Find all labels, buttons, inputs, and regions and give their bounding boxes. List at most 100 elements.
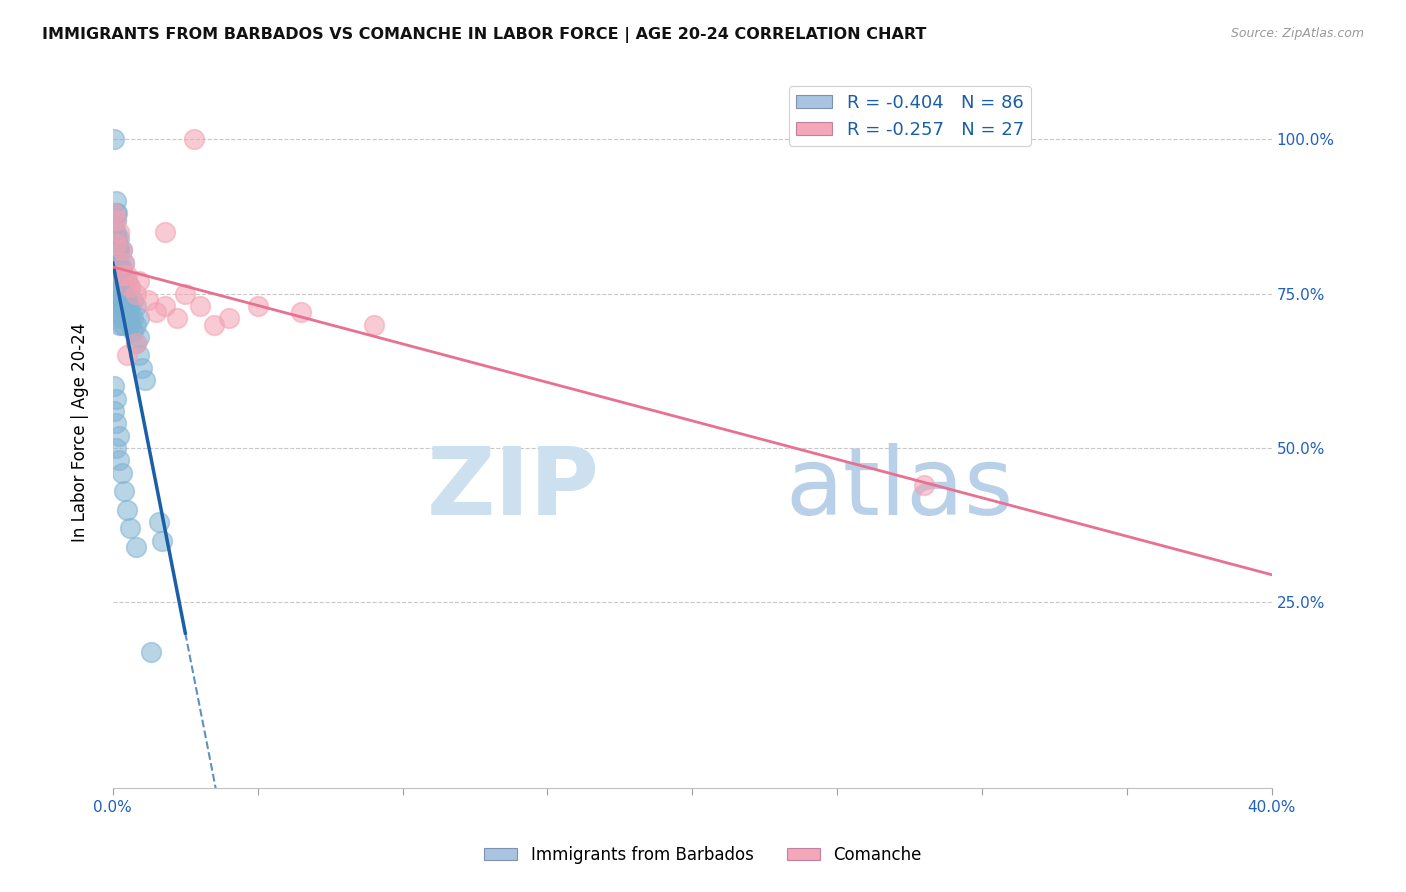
Point [125, 336, 148, 351]
Point [114, 256, 136, 270]
Point [125, 540, 148, 554]
Point [117, 503, 139, 517]
Text: ZIP: ZIP [427, 443, 599, 535]
Point [114, 299, 136, 313]
Point [104, 280, 127, 294]
Point [110, 293, 132, 307]
Point [114, 305, 136, 319]
Point [114, 484, 136, 499]
Point [107, 428, 129, 442]
Point [107, 453, 129, 467]
Point [128, 330, 150, 344]
Text: IMMIGRANTS FROM BARBADOS VS COMANCHE IN LABOR FORCE | AGE 20-24 CORRELATION CHAR: IMMIGRANTS FROM BARBADOS VS COMANCHE IN … [42, 27, 927, 43]
Point [114, 256, 136, 270]
Point [122, 293, 145, 307]
Point [139, 645, 162, 659]
Point [128, 274, 150, 288]
Point [103, 132, 125, 146]
Point [107, 225, 129, 239]
Point [104, 231, 127, 245]
Point [246, 299, 269, 313]
Point [188, 299, 211, 313]
Point [107, 261, 129, 276]
Point [128, 348, 150, 362]
Point [104, 194, 127, 208]
Point [104, 225, 127, 239]
Point [912, 478, 935, 492]
Point [103, 206, 125, 220]
Point [107, 244, 129, 258]
Point [105, 231, 128, 245]
Point [110, 466, 132, 480]
Point [114, 286, 136, 301]
Point [120, 280, 142, 294]
Point [110, 244, 132, 258]
Point [104, 244, 127, 258]
Point [110, 299, 132, 313]
Point [107, 268, 129, 282]
Point [120, 521, 142, 535]
Y-axis label: In Labor Force | Age 20-24: In Labor Force | Age 20-24 [72, 323, 89, 542]
Point [111, 268, 134, 282]
Point [128, 311, 150, 326]
Point [150, 533, 173, 548]
Point [108, 256, 131, 270]
Point [104, 212, 127, 227]
Legend: Immigrants from Barbados, Comanche: Immigrants from Barbados, Comanche [478, 839, 928, 871]
Point [148, 515, 170, 529]
Point [114, 280, 136, 294]
Point [120, 280, 142, 294]
Point [107, 231, 129, 245]
Point [125, 299, 148, 313]
Point [103, 379, 125, 393]
Point [104, 280, 127, 294]
Point [117, 311, 139, 326]
Point [117, 293, 139, 307]
Point [117, 299, 139, 313]
Point [107, 280, 129, 294]
Point [103, 404, 125, 418]
Point [107, 244, 129, 258]
Point [218, 311, 240, 326]
Point [153, 299, 176, 313]
Point [120, 311, 142, 326]
Point [117, 274, 139, 288]
Point [120, 299, 142, 313]
Point [166, 311, 188, 326]
Point [104, 299, 127, 313]
Text: atlas: atlas [785, 443, 1014, 535]
Point [104, 261, 127, 276]
Legend: R = -0.404   N = 86, R = -0.257   N = 27: R = -0.404 N = 86, R = -0.257 N = 27 [789, 87, 1031, 146]
Point [104, 392, 127, 406]
Point [122, 311, 145, 326]
Point [134, 373, 156, 387]
Point [110, 311, 132, 326]
Point [290, 305, 312, 319]
Point [107, 293, 129, 307]
Point [136, 293, 159, 307]
Point [125, 286, 148, 301]
Point [125, 318, 148, 332]
Point [104, 441, 127, 455]
Text: Source: ZipAtlas.com: Source: ZipAtlas.com [1230, 27, 1364, 40]
Point [103, 268, 125, 282]
Point [108, 280, 131, 294]
Point [105, 206, 128, 220]
Point [108, 268, 131, 282]
Point [120, 318, 142, 332]
Point [104, 212, 127, 227]
Point [110, 318, 132, 332]
Point [145, 305, 167, 319]
Point [363, 318, 385, 332]
Point [131, 360, 153, 375]
Point [110, 274, 132, 288]
Point [107, 280, 129, 294]
Point [107, 305, 129, 319]
Point [107, 299, 129, 313]
Point [110, 244, 132, 258]
Point [117, 348, 139, 362]
Point [104, 293, 127, 307]
Point [104, 256, 127, 270]
Point [125, 336, 148, 351]
Point [111, 293, 134, 307]
